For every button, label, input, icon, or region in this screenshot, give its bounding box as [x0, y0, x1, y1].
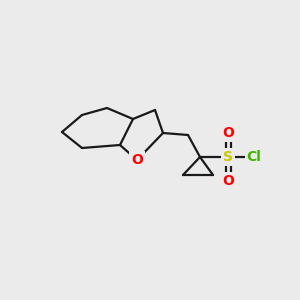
Text: S: S	[223, 150, 233, 164]
Text: Cl: Cl	[247, 150, 261, 164]
Text: O: O	[222, 126, 234, 140]
Text: O: O	[222, 174, 234, 188]
Text: O: O	[131, 153, 143, 167]
